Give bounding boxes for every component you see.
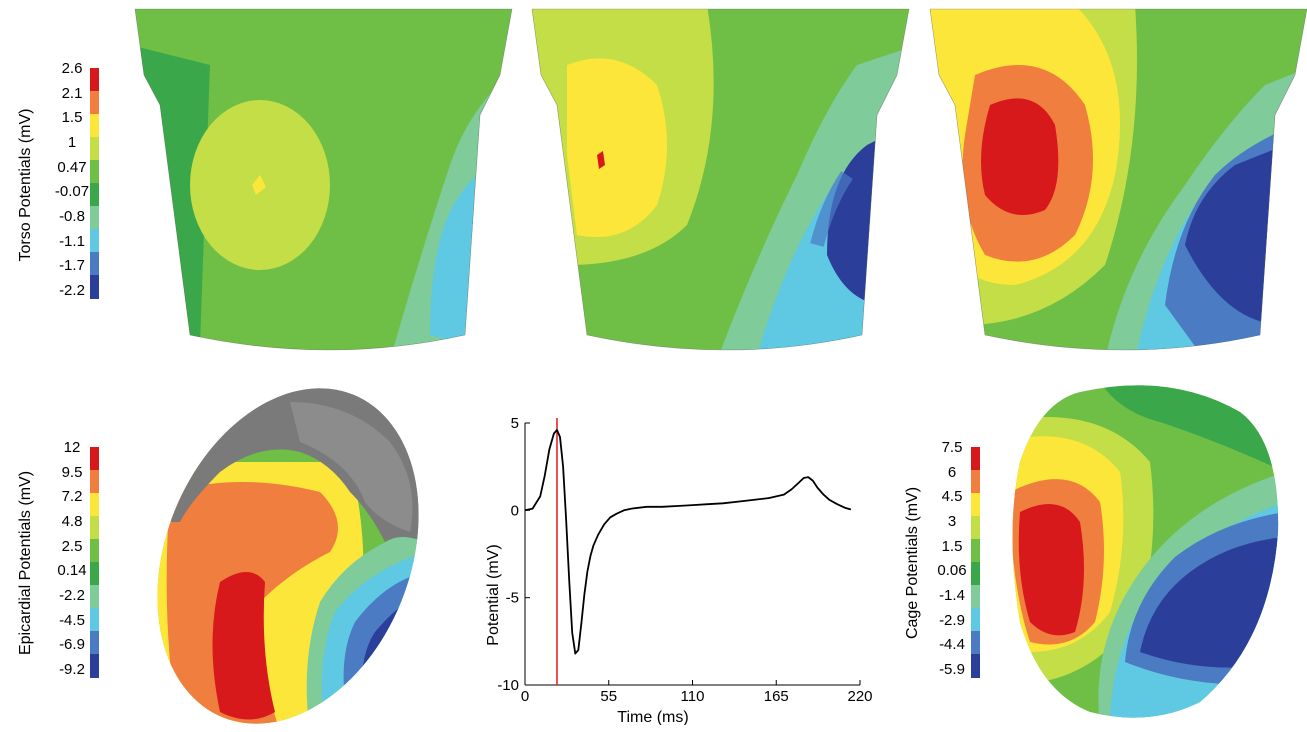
epicardial-colorbar-swatch: [90, 493, 99, 517]
torso-map-3: [929, 8, 1307, 351]
epicardial-colorbar-swatch: [90, 539, 99, 563]
ecg-y-tick-label: 5: [511, 415, 519, 432]
epicardial-colorbar: [90, 447, 99, 678]
cage-colorbar-swatch: [971, 493, 980, 517]
torso-colorbar-tick: -0.8: [59, 208, 85, 225]
torso-colorbar-swatch: [90, 137, 99, 161]
cage-colorbar-swatch: [971, 539, 980, 563]
torso-map-2: [531, 8, 910, 351]
torso-colorbar-tick: 2.6: [61, 60, 83, 77]
epicardial-colorbar-label: Epicardial Potentials (mV): [17, 470, 34, 656]
cage-colorbar-tick: 4.5: [941, 488, 963, 506]
epicardial-colorbar-tick: -2.2: [59, 587, 85, 604]
epicardial-colorbar-tick: -9.2: [59, 661, 85, 678]
ecg-x-tick-label: 110: [681, 688, 705, 705]
epicardial-map: [150, 382, 425, 732]
torso-colorbar-swatch: [90, 114, 99, 138]
cage-colorbar-tick: 1.5: [941, 537, 963, 555]
cage-colorbar-tick: 3: [947, 513, 957, 530]
torso-colorbar-swatch: [90, 68, 99, 92]
ecg-x-tick-label: 0: [521, 688, 529, 705]
cage-colorbar-swatch: [971, 608, 980, 632]
ecg-x-axis-label: Time (ms): [617, 709, 688, 725]
torso-colorbar-tick: 1.5: [61, 109, 83, 127]
epicardial-colorbar-swatch: [90, 447, 99, 471]
torso-colorbar: [90, 68, 99, 299]
epicardial-colorbar-swatch: [90, 516, 99, 540]
ecg-y-tick-label: -5: [506, 590, 519, 607]
epicardial-colorbar-tick: 7.2: [61, 488, 83, 506]
ecg-chart: 50-5-100 55 110 165 220 Potential (mV) Time …: [485, 415, 873, 725]
cage-colorbar-tick: -1.4: [939, 587, 965, 604]
torso-colorbar-swatch: [90, 252, 99, 276]
cage-colorbar-swatch: [971, 447, 980, 471]
cage-colorbar-swatch: [971, 470, 980, 494]
cage-colorbar-tick: -2.9: [939, 611, 965, 629]
cage-colorbar-label: Cage Potentials (mV): [904, 486, 921, 640]
cage-colorbar-tick: 0.06: [937, 562, 967, 580]
epicardial-colorbar-tick: 0.14: [57, 562, 87, 580]
ecg-y-tick-label: -10: [497, 677, 519, 694]
ecg-x-tick-label: 220: [847, 688, 872, 705]
torso-colorbar-swatch: [90, 91, 99, 115]
cage-colorbar-swatch: [971, 654, 980, 678]
cage-colorbar: [971, 447, 980, 678]
cage-colorbar-swatch: [971, 585, 980, 609]
epicardial-colorbar-swatch: [90, 631, 99, 655]
epicardial-colorbar-swatch: [90, 562, 99, 586]
ecg-plot-area: 50-5-100 55 110 165 220: [497, 415, 872, 705]
epicardial-colorbar-swatch: [90, 654, 99, 678]
torso-colorbar-tick: -1.1: [59, 232, 85, 250]
epicardial-colorbar-tick: 12: [63, 439, 81, 456]
torso-colorbar-tick: -0.07: [54, 183, 90, 201]
cage-colorbar-swatch: [971, 631, 980, 655]
ecg-y-tick-label: 0: [511, 502, 519, 519]
torso-colorbar-swatch: [90, 206, 99, 230]
cage-colorbar-tick: -4.4: [939, 636, 965, 654]
epicardial-colorbar-swatch: [90, 470, 99, 494]
torso-colorbar-swatch: [90, 183, 99, 207]
cage-colorbar-tick: 6: [947, 463, 957, 481]
ecg-y-axis-label: Potential (mV): [485, 544, 502, 645]
ecg-x-tick-label: 165: [764, 688, 789, 705]
torso-colorbar-tick: -1.7: [59, 257, 85, 275]
cage-colorbar-swatch: [971, 516, 980, 540]
ecg-series-line: [524, 429, 852, 655]
torso-colorbar-swatch: [90, 160, 99, 184]
epicardial-colorbar-tick: 4.8: [61, 513, 83, 530]
torso-colorbar-swatch: [90, 275, 99, 299]
torso-colorbar-tick: -2.2: [59, 282, 85, 299]
torso-colorbar-tick: 2.1: [61, 84, 83, 102]
epicardial-colorbar-tick: -6.9: [59, 636, 85, 654]
torso-colorbar-tick: 0.47: [57, 158, 87, 176]
epicardial-colorbar-swatch: [90, 585, 99, 609]
ecg-x-tick-label: 55: [600, 688, 617, 705]
epicardial-colorbar-tick: -4.5: [59, 611, 85, 629]
torso-map-1: [134, 8, 513, 351]
epicardial-colorbar-swatch: [90, 608, 99, 632]
torso-colorbar-tick: 1: [67, 134, 77, 151]
torso-colorbar-swatch: [90, 229, 99, 253]
cage-colorbar-tick: -5.9: [939, 661, 965, 678]
cage-map: [1012, 385, 1279, 718]
cage-colorbar-tick: 7.5: [941, 439, 963, 456]
epicardial-colorbar-tick: 2.5: [61, 537, 83, 555]
epicardial-colorbar-tick: 9.5: [61, 463, 83, 481]
cage-colorbar-swatch: [971, 562, 980, 586]
torso-colorbar-label: Torso Potentials (mV): [17, 108, 34, 262]
